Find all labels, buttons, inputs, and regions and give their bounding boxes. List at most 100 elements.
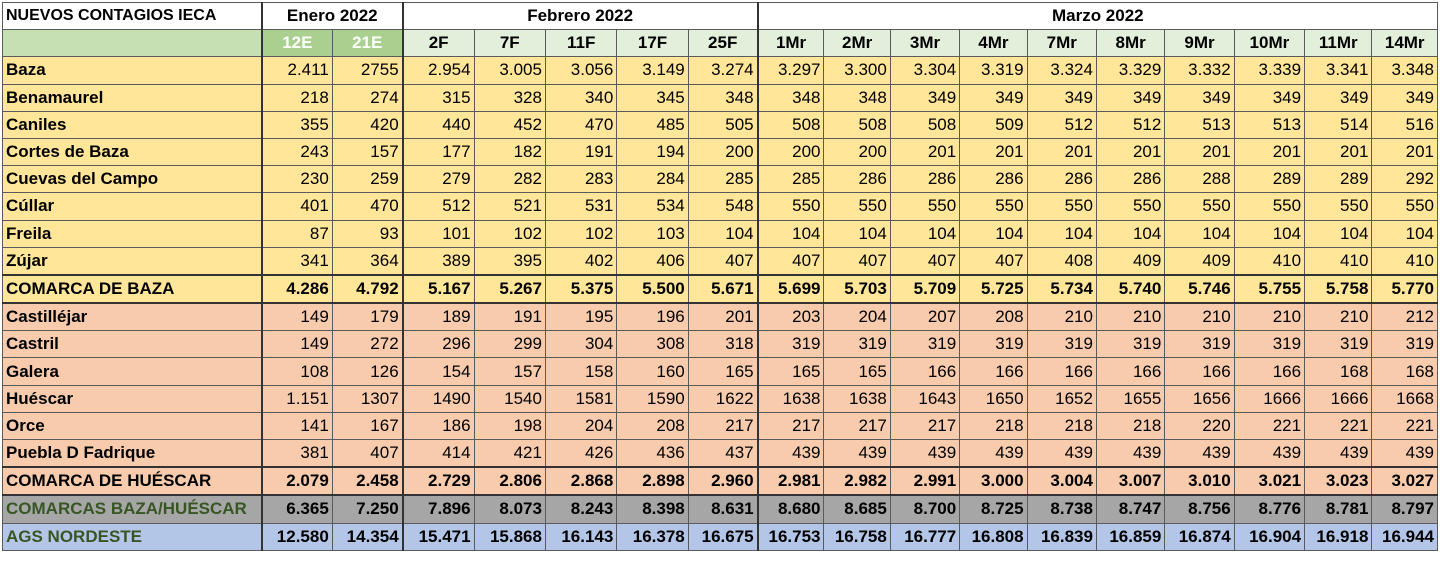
table-cell: 349 [1164, 83, 1235, 112]
table-cell: 166 [1164, 357, 1235, 386]
table-row: Caniles 355 420 440 452 470 485 505 508 508 508 509… [1, 110, 1438, 139]
table-cell: 426 [544, 439, 618, 468]
row-label: COMARCAS BAZA/HUÉSCAR [1, 494, 263, 524]
table-cell: 1666 [1304, 384, 1373, 413]
table-cell: 550 [756, 192, 825, 221]
table-cell: 508 [756, 110, 825, 139]
table-cell: 200 [823, 137, 891, 167]
month-febrero: Febrero 2022 [401, 1, 759, 31]
table-cell: 355 [260, 110, 333, 139]
table-cell: 3.319 [959, 56, 1028, 85]
table-cell: 168 [1371, 357, 1438, 386]
month-enero: Enero 2022 [260, 1, 404, 31]
table-cell: 349 [959, 83, 1028, 112]
table-cell: 319 [1095, 330, 1166, 359]
table-cell: 283 [544, 165, 618, 194]
table-cell: 182 [473, 137, 546, 167]
table-cell: 8.747 [1095, 494, 1166, 524]
table-cell: 189 [401, 302, 475, 332]
date-header-row: 12E 21E 2F 7F 11F 17F 25F 1Mr 2Mr 3Mr 4Mr 7Mr 8Mr 9Mr… [1, 29, 1438, 58]
table-cell: 5.267 [473, 273, 546, 304]
table-cell: 272 [331, 330, 404, 359]
table-cell: 201 [1304, 137, 1373, 167]
table-cell: 8.680 [756, 494, 825, 524]
table-cell: 7.896 [401, 494, 475, 524]
table-cell: 5.746 [1164, 273, 1235, 304]
table-cell: 319 [889, 330, 961, 359]
date-header-corner [1, 29, 263, 58]
table-cell: 328 [473, 83, 546, 112]
table-cell: 230 [260, 165, 333, 194]
table-cell: 3.329 [1095, 56, 1166, 85]
table-cell: 286 [889, 165, 961, 194]
table-cell: 8.398 [616, 494, 689, 524]
table-cell: 16.874 [1164, 522, 1235, 551]
table-cell: 3.300 [823, 56, 891, 85]
table-cell: 200 [756, 137, 825, 167]
table-cell: 16.859 [1095, 522, 1166, 551]
table-cell: 165 [756, 357, 825, 386]
table-cell: 3.149 [616, 56, 689, 85]
table-cell: 149 [260, 302, 333, 332]
table-cell: 2.991 [889, 466, 961, 496]
table-cell: 340 [544, 83, 618, 112]
table-cell: 16.753 [756, 522, 825, 551]
table-cell: 218 [260, 83, 333, 112]
table-cell: 508 [823, 110, 891, 139]
table-cell: 3.297 [756, 56, 825, 85]
table-cell: 104 [687, 219, 759, 248]
table-cell: 201 [959, 137, 1028, 167]
table-cell: 349 [889, 83, 961, 112]
table-cell: 406 [616, 246, 689, 276]
table-row: Castril 149 272 296 299 304 308 318 319 319 319 319… [1, 330, 1438, 359]
table-cell: 439 [1371, 439, 1438, 468]
table-cell: 165 [687, 357, 759, 386]
table-row: Puebla D Fadrique 381 407 414 421 426 436 437 43… [1, 439, 1438, 468]
table-cell: 319 [1233, 330, 1306, 359]
table-cell: 191 [473, 302, 546, 332]
table-cell: 2.458 [331, 466, 404, 496]
table-cell: 308 [616, 330, 689, 359]
table-cell: 157 [473, 357, 546, 386]
table-row: Cortes de Baza 243 157 177 182 191 194 200 200 20… [1, 137, 1438, 167]
table-cell: 210 [1304, 302, 1373, 332]
table-cell: 548 [687, 192, 759, 221]
table-row: COMARCA DE BAZA 4.286 4.792 5.167 5.267 5.375… [1, 273, 1438, 304]
table-cell: 407 [756, 246, 825, 276]
table-cell: 3.339 [1233, 56, 1306, 85]
table-cell: 289 [1304, 165, 1373, 194]
table-cell: 349 [1304, 83, 1373, 112]
date-header-cell: 1Mr [756, 29, 825, 58]
date-header-cell: 25F [687, 29, 759, 58]
table-cell: 3.341 [1304, 56, 1373, 85]
table-cell: 286 [1026, 165, 1097, 194]
table-cell: 8.631 [687, 494, 759, 524]
table-cell: 395 [473, 246, 546, 276]
table-title: NUEVOS CONTAGIOS IECA [1, 1, 263, 31]
table-cell: 341 [260, 246, 333, 276]
table-cell: 2.982 [823, 466, 891, 496]
date-header-cell: 11F [544, 29, 618, 58]
table-cell: 166 [959, 357, 1028, 386]
table-cell: 439 [1026, 439, 1097, 468]
table-cell: 5.703 [823, 273, 891, 304]
table-cell: 279 [401, 165, 475, 194]
table-cell: 8.685 [823, 494, 891, 524]
row-label: Cúllar [1, 192, 263, 221]
table-cell: 220 [1164, 411, 1235, 441]
row-label: COMARCA DE BAZA [1, 273, 263, 304]
table-cell: 512 [401, 192, 475, 221]
table-cell: 505 [687, 110, 759, 139]
table-cell: 160 [616, 357, 689, 386]
table-cell: 292 [1371, 165, 1438, 194]
table-cell: 8.073 [473, 494, 546, 524]
table-row: Orce 141 167 186 198 204 208 217 217 217 217 218 218… [1, 411, 1438, 441]
table-cell: 3.304 [889, 56, 961, 85]
table-cell: 2.981 [756, 466, 825, 496]
table-cell: 104 [959, 219, 1028, 248]
table-cell: 3.056 [544, 56, 618, 85]
table-cell: 12.580 [260, 522, 333, 551]
table-cell: 221 [1304, 411, 1373, 441]
table-cell: 16.904 [1233, 522, 1306, 551]
table-cell: 439 [889, 439, 961, 468]
